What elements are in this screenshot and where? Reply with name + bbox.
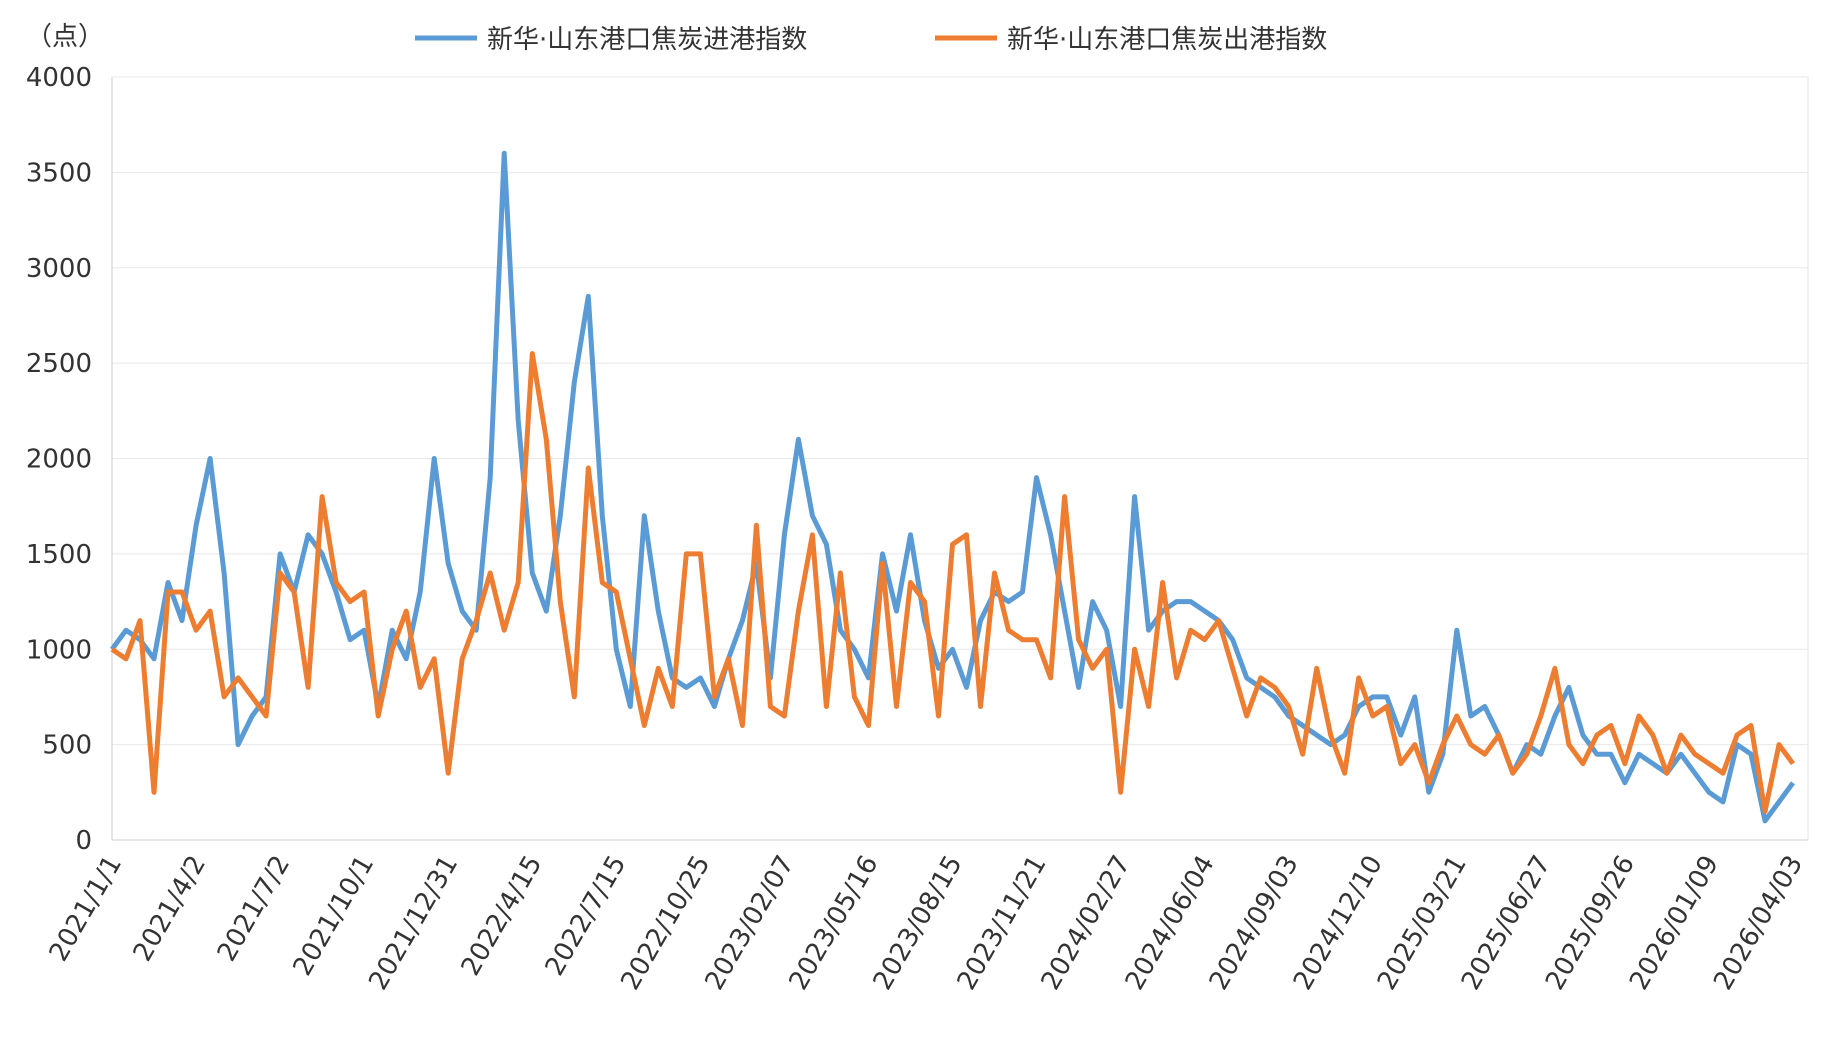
y-tick-label: 1000 [26,635,92,665]
x-tick-label: 2026/04/03 [1708,851,1809,996]
x-tick-label: 2021/4/2 [128,851,212,967]
y-tick-label: 500 [42,731,92,761]
y-tick-label: 2000 [26,445,92,475]
legend-label: 新华·山东港口焦炭出港指数 [1007,25,1327,55]
y-tick-label: 3000 [26,254,92,284]
x-tick-label: 2021/7/2 [212,851,296,967]
x-tick-label: 2022/10/25 [616,851,717,996]
series-line [110,351,1796,814]
x-tick-label: 2026/01/09 [1624,851,1725,996]
y-tick-label: 0 [75,826,92,856]
x-tick-label: 2024/09/03 [1204,851,1305,996]
x-tick-label: 2025/09/26 [1540,851,1641,996]
x-tick-label: 2022/4/15 [456,851,549,981]
x-tick-label: 2021/12/31 [363,851,464,996]
x-tick-label: 2023/05/16 [784,850,885,995]
y-tick-label: 4000 [26,63,92,93]
x-tick-label: 2023/08/15 [868,851,969,996]
x-tick-label: 2024/12/10 [1288,851,1389,996]
x-tick-label: 2024/02/27 [1036,851,1137,996]
y-unit: （点） [26,22,104,52]
y-tick-label: 2500 [26,349,92,379]
legend-label: 新华·山东港口焦炭进港指数 [487,25,807,55]
x-tick-label: 2025/03/21 [1372,851,1473,996]
x-tick-label: 2025/06/27 [1456,851,1557,996]
y-tick-label: 3500 [26,158,92,188]
x-tick-label: 2021/10/1 [288,851,381,981]
x-tick-label: 2023/11/21 [952,851,1053,996]
x-tick-label: 2023/02/07 [700,851,801,996]
x-tick-label: 2021/1/1 [44,851,128,967]
x-tick-label: 2022/7/15 [540,851,633,981]
x-tick-label: 2024/06/04 [1120,851,1221,996]
y-tick-label: 1500 [26,540,92,570]
